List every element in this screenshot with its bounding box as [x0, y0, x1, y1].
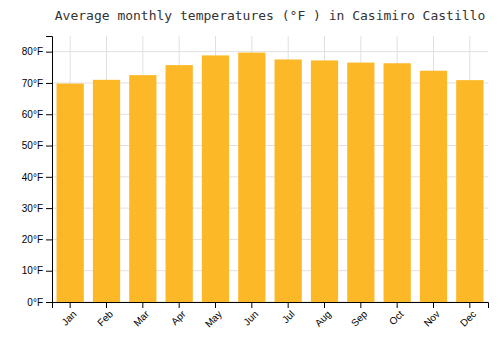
bar — [238, 53, 265, 302]
y-tick-mark — [46, 52, 52, 53]
x-tick-label: Feb — [95, 308, 115, 328]
y-tick: 80°F — [22, 46, 52, 57]
x-tick: Nov — [422, 302, 442, 329]
x-tick-label: Dec — [458, 308, 478, 328]
chart: 0°F 10°F 20°F 30°F 40°F 50°F 60°F 70°F 80°F Jan Fe… — [0, 0, 500, 350]
x-tick-label: Nov — [422, 308, 442, 328]
x-tick-mark — [70, 302, 71, 308]
bar — [384, 63, 411, 302]
x-tick: Aug — [313, 302, 333, 329]
y-tick-label: 20°F — [22, 234, 43, 245]
plot: 0°F 10°F 20°F 30°F 40°F 50°F 60°F 70°F 80°F Jan Fe… — [22, 36, 489, 330]
x-tick-label: Jul — [280, 308, 297, 325]
x-tick-mark — [469, 302, 470, 308]
x-tick: Dec — [458, 302, 478, 329]
x-tick: Oct — [387, 302, 406, 327]
x-tick-mark — [360, 302, 361, 308]
x-tick-label: Jan — [59, 308, 78, 327]
y-tick: 40°F — [22, 172, 52, 183]
y-tick-mark — [46, 146, 52, 147]
x-axis: Jan Feb Mar Apr May Jun Jul Aug Sep Oct Nov Dec — [53, 302, 489, 330]
x-tick-mark — [397, 302, 398, 308]
x-tick: Feb — [95, 302, 115, 328]
x-tick-mark — [288, 302, 289, 308]
x-tick-label: Oct — [387, 308, 406, 327]
x-tick: May — [203, 302, 224, 330]
x-tick-label: Aug — [313, 308, 333, 328]
bar — [93, 80, 120, 302]
bar — [275, 59, 302, 302]
x-tick-label: Mar — [131, 308, 151, 328]
x-tick-label: May — [203, 308, 224, 329]
y-tick: 70°F — [22, 78, 52, 89]
y-tick-label: 70°F — [22, 78, 43, 89]
x-tick: Apr — [169, 302, 188, 327]
x-tick-mark — [142, 302, 143, 308]
y-tick: 20°F — [22, 234, 52, 245]
y-tick: 60°F — [22, 109, 52, 120]
y-tick: 50°F — [22, 140, 52, 151]
y-tick-label: 30°F — [22, 203, 43, 214]
y-axis-line — [46, 37, 53, 303]
x-tick-label: Apr — [169, 308, 188, 327]
title: Average monthly temperatures (°F ) in Ca… — [55, 8, 485, 23]
y-tick-mark — [46, 208, 52, 209]
bar — [57, 84, 84, 302]
y-tick-mark — [46, 239, 52, 240]
x-tick-label: Jun — [241, 308, 260, 327]
y-axis: 0°F 10°F 20°F 30°F 40°F 50°F 60°F 70°F 80°F — [22, 37, 53, 308]
grid-line-y — [52, 51, 488, 52]
x-tick-mark — [251, 302, 252, 308]
x-tick-mark — [433, 302, 434, 308]
x-tick-mark — [106, 302, 107, 308]
y-tick-mark — [46, 177, 52, 178]
x-tick: Jun — [241, 302, 260, 328]
bar — [166, 65, 193, 302]
y-tick-label: 10°F — [22, 265, 43, 276]
y-tick: 10°F — [22, 265, 52, 276]
x-axis-line — [53, 303, 489, 309]
y-tick: 0°F — [27, 297, 52, 308]
x-tick-label: Sep — [349, 308, 370, 329]
x-tick-mark — [179, 302, 180, 308]
bar — [311, 60, 338, 302]
bar — [202, 55, 229, 302]
y-tick-mark — [46, 271, 52, 272]
y-tick-label: 50°F — [22, 140, 43, 151]
x-tick: Jul — [280, 302, 297, 325]
x-tick-mark — [324, 302, 325, 308]
y-tick: 30°F — [22, 203, 52, 214]
y-tick-mark — [46, 83, 52, 84]
bar — [129, 75, 156, 302]
grid — [52, 36, 488, 302]
y-tick-mark — [46, 114, 52, 115]
x-tick: Jan — [59, 302, 78, 328]
bar — [420, 71, 447, 302]
bars — [57, 53, 484, 302]
x-tick: Mar — [131, 302, 151, 328]
y-tick-label: 40°F — [22, 172, 43, 183]
y-tick-label: 80°F — [22, 46, 43, 57]
bar — [456, 80, 483, 302]
x-tick: Sep — [349, 302, 370, 329]
x-tick-mark — [215, 302, 216, 308]
y-tick-label: 60°F — [22, 109, 43, 120]
y-tick-label: 0°F — [27, 297, 43, 308]
bar — [347, 63, 374, 302]
y-tick-mark — [46, 302, 52, 303]
